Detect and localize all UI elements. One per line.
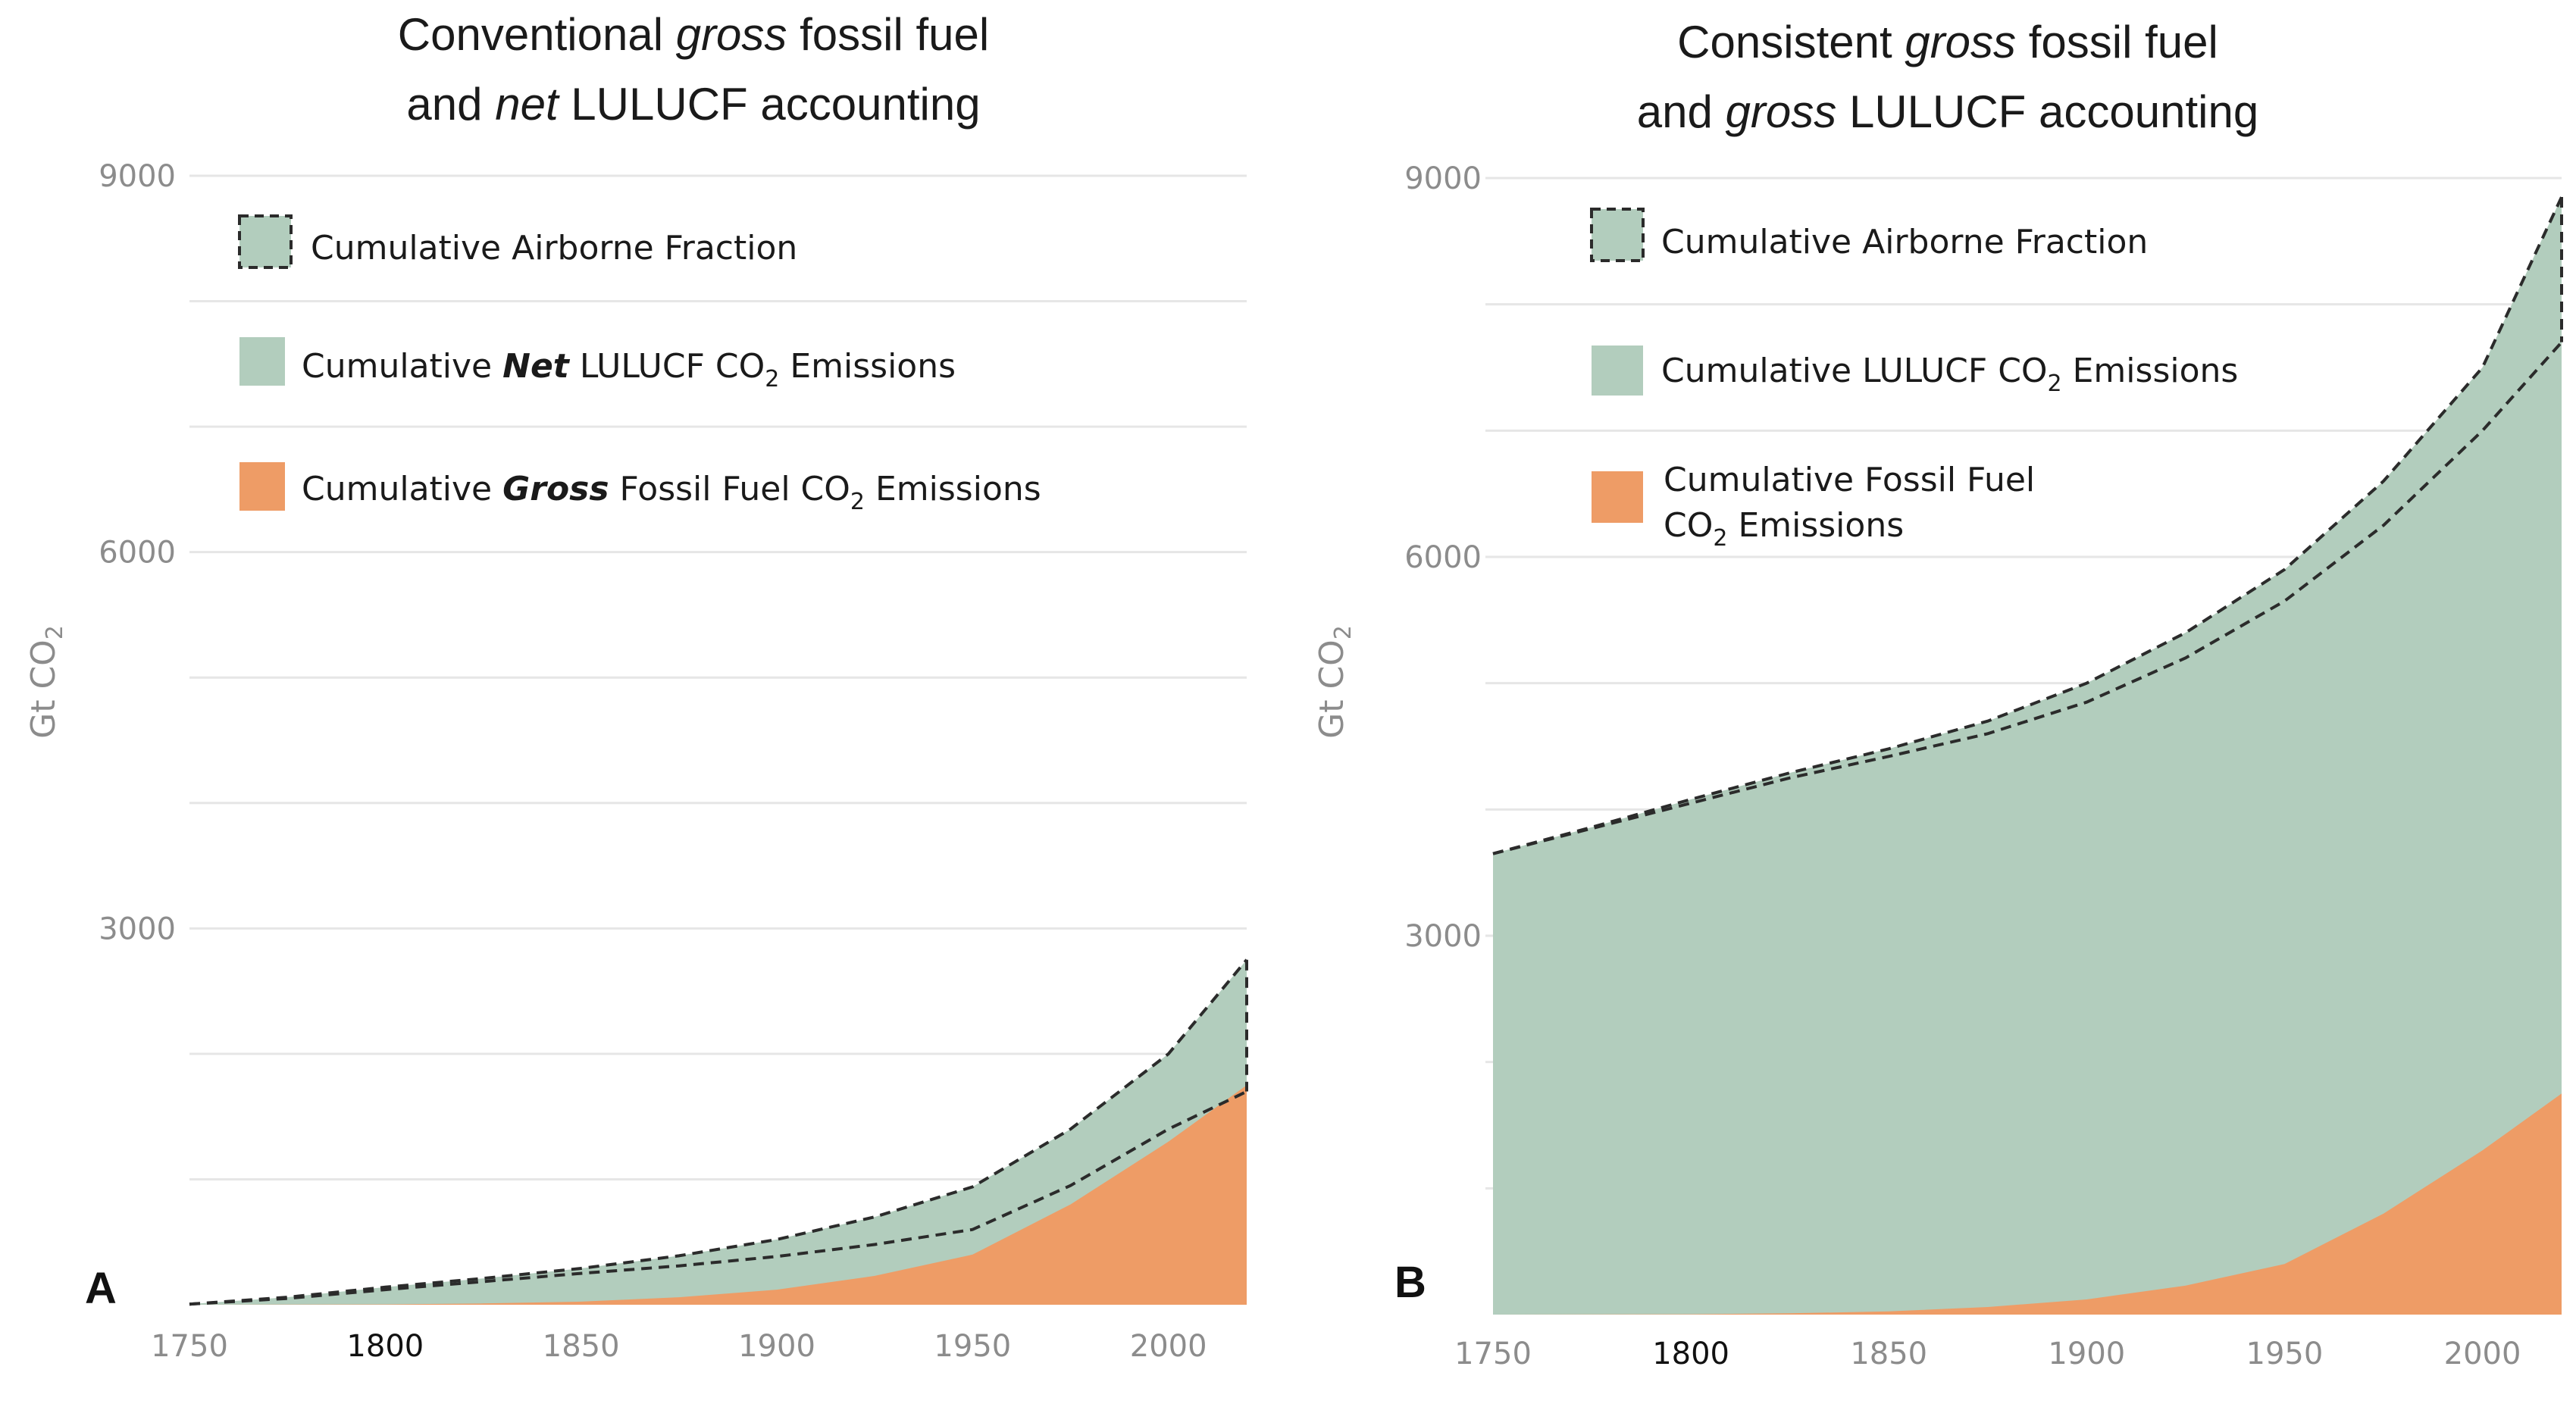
area-airborne-fraction <box>189 959 1247 1305</box>
x-tick-label: 2000 <box>2444 1337 2521 1371</box>
x-tick-label: 1850 <box>1850 1337 1927 1371</box>
panel-b-x-ticks: 1750 1800 1850 1900 1950 2000 <box>1454 1337 2521 1371</box>
legend-label-airborne-b: Cumulative Airborne Fraction <box>1661 223 2148 261</box>
panel-a-x-ticks: 1750 1800 1850 1900 1950 2000 <box>151 1329 1207 1364</box>
panel-a-gridlines <box>189 174 1247 1180</box>
panel-b-letter: B <box>1394 1258 1426 1307</box>
area-fossil-fuel <box>1493 1093 2562 1315</box>
panel-b-chart: Consistent gross fossil fuel and gross L… <box>1313 17 2563 1371</box>
y-tick-label: 6000 <box>1404 540 1482 575</box>
x-tick-label: 1750 <box>151 1329 228 1364</box>
legend-swatch-fossil-a <box>239 462 285 511</box>
x-tick-label: 1850 <box>543 1329 620 1364</box>
x-tick-label: 1900 <box>2048 1337 2125 1371</box>
y-tick-label: 3000 <box>1404 919 1482 954</box>
legend-swatch-fossil-b <box>1592 471 1643 523</box>
y-tick-label: 6000 <box>99 536 176 571</box>
line-lulucf-top <box>189 1090 1247 1306</box>
panel-b-title-line-2: and gross LULUCF accounting <box>1637 86 2258 137</box>
legend-swatch-lulucf-b <box>1592 346 1643 396</box>
x-tick-label: 1800 <box>346 1329 424 1364</box>
legend-label-lulucf-b: Cumulative LULUCF CO2 Emissions <box>1661 352 2238 397</box>
line-airborne-top <box>1492 196 2563 855</box>
y-tick-label: 3000 <box>99 912 176 946</box>
panel-b-areas <box>1492 196 2563 1315</box>
panel-a-legend: Cumulative Airborne Fraction Cumulative … <box>238 214 1041 515</box>
legend-swatch-lulucf-a <box>239 337 285 386</box>
x-tick-label: 1900 <box>738 1329 815 1364</box>
panel-a-chart: Conventional gross fossil fuel and net L… <box>24 9 1248 1364</box>
x-tick-label: 1800 <box>1652 1337 1729 1371</box>
x-tick-label: 2000 <box>1130 1329 1207 1364</box>
legend-label-fossil-b-line-2: CO2 Emissions <box>1664 506 1904 552</box>
panel-b-y-axis-label: Gt CO2 <box>1313 625 1357 739</box>
legend-label-fossil-a: Cumulative Gross Fossil Fuel CO2 Emissio… <box>302 470 1041 515</box>
panel-a-areas <box>189 958 1248 1306</box>
y-tick-label: 9000 <box>1404 161 1482 196</box>
legend-label-airborne-a: Cumulative Airborne Fraction <box>311 229 797 267</box>
legend-swatch-airborne-b <box>1590 208 1645 262</box>
panel-a-title-line-2: and net LULUCF accounting <box>406 79 980 130</box>
line-airborne-top <box>189 958 1248 1306</box>
panel-b-y-ticks: 9000 6000 3000 <box>1404 161 1482 954</box>
legend-swatch-airborne-a <box>238 214 293 269</box>
area-lulucf <box>1493 342 2562 1315</box>
y-tick-label: 9000 <box>99 159 176 194</box>
panel-a-letter: A <box>85 1264 117 1313</box>
line-lulucf-top <box>1492 341 2563 855</box>
panel-a-y-axis-label: Gt CO2 <box>24 625 68 739</box>
legend-label-lulucf-a: Cumulative Net LULUCF CO2 Emissions <box>302 347 956 392</box>
x-tick-label: 1750 <box>1454 1337 1532 1371</box>
panel-b-legend: Cumulative Airborne Fraction Cumulative … <box>1590 208 2238 552</box>
area-fossil-fuel <box>189 1085 1247 1305</box>
legend-label-fossil-b-line-1: Cumulative Fossil Fuel <box>1664 461 2035 499</box>
panel-a-title-line-1: Conventional gross fossil fuel <box>398 9 989 60</box>
panel-a-y-ticks: 9000 6000 3000 <box>99 159 176 946</box>
x-tick-label: 1950 <box>2246 1337 2324 1371</box>
panel-b-title-line-1: Consistent gross fossil fuel <box>1677 17 2218 67</box>
x-tick-label: 1950 <box>934 1329 1011 1364</box>
